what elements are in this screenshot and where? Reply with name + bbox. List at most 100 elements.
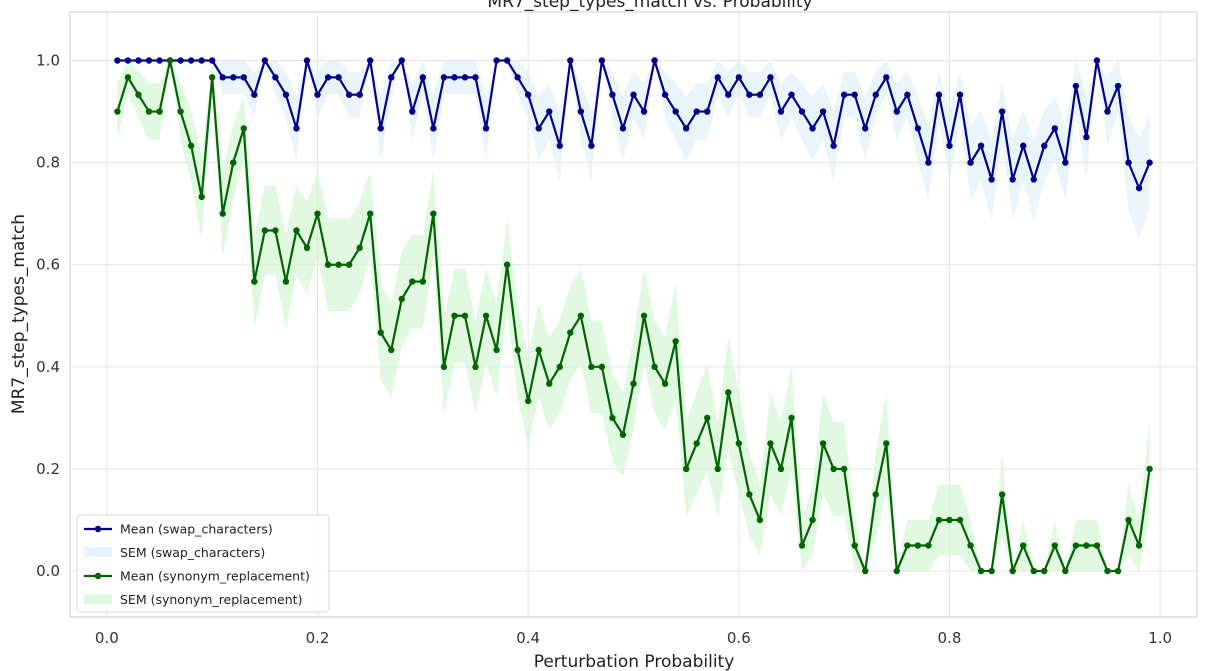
data-point-swap xyxy=(1041,142,1048,149)
data-point-synonym xyxy=(798,542,806,549)
data-point-synonym xyxy=(1062,567,1069,575)
x-axis-label: Perturbation Probability xyxy=(534,652,735,671)
data-point-synonym xyxy=(524,397,532,405)
data-point-swap xyxy=(788,91,795,98)
data-point-swap xyxy=(451,74,458,81)
data-point-swap xyxy=(293,125,300,132)
data-point-swap xyxy=(967,159,974,166)
data-point-synonym xyxy=(166,57,174,64)
data-point-swap xyxy=(883,74,890,81)
data-point-synonym xyxy=(282,278,290,285)
data-point-swap xyxy=(840,91,848,98)
data-point-synonym xyxy=(872,491,879,498)
data-point-swap xyxy=(324,74,332,81)
data-point-synonym xyxy=(1114,567,1122,575)
data-point-synonym xyxy=(661,380,669,387)
data-point-swap xyxy=(893,108,901,115)
data-point-swap xyxy=(388,74,395,81)
data-point-synonym xyxy=(767,440,774,447)
data-point-swap xyxy=(240,74,247,81)
data-point-synonym xyxy=(314,210,321,217)
data-point-synonym xyxy=(577,312,585,319)
data-point-swap xyxy=(1030,176,1037,183)
data-point-swap xyxy=(988,176,995,183)
legend-swap-mean-marker xyxy=(94,525,102,533)
data-point-swap xyxy=(946,142,953,149)
legend-synonym-sem-patch xyxy=(84,594,112,604)
data-point-synonym xyxy=(472,363,479,371)
data-point-synonym xyxy=(1083,542,1090,549)
data-point-synonym xyxy=(1135,542,1143,549)
data-point-swap xyxy=(651,57,658,64)
data-point-swap xyxy=(588,142,595,149)
data-point-swap xyxy=(514,74,521,81)
data-point-swap xyxy=(472,74,479,81)
data-point-synonym xyxy=(904,542,911,549)
data-point-synonym xyxy=(693,440,700,447)
legend-swap-sem-label: SEM (swap_characters) xyxy=(120,545,265,560)
data-point-synonym xyxy=(409,278,416,285)
data-point-swap xyxy=(314,91,321,98)
data-point-swap xyxy=(430,125,437,132)
data-point-swap xyxy=(524,91,532,98)
data-point-synonym xyxy=(482,312,490,319)
markers-synonym xyxy=(114,57,1153,575)
data-point-swap xyxy=(398,57,405,64)
x-tick-label: 0.4 xyxy=(516,629,540,647)
data-point-swap xyxy=(777,108,785,115)
data-point-synonym xyxy=(124,74,132,81)
data-point-synonym xyxy=(977,567,985,575)
data-point-swap xyxy=(925,159,932,166)
data-point-synonym xyxy=(651,363,658,371)
data-point-swap xyxy=(598,57,606,64)
data-point-synonym xyxy=(1125,516,1132,524)
data-point-swap xyxy=(672,108,679,115)
data-point-synonym xyxy=(840,465,848,473)
data-point-synonym xyxy=(1030,567,1037,575)
data-point-synonym xyxy=(430,210,437,217)
data-point-synonym xyxy=(440,363,448,371)
legend-swap-mean-label: Mean (swap_characters) xyxy=(120,522,273,537)
data-point-synonym xyxy=(998,491,1006,498)
data-point-synonym xyxy=(925,542,932,549)
data-point-synonym xyxy=(251,278,258,285)
data-point-swap xyxy=(145,57,153,64)
data-point-synonym xyxy=(714,465,721,473)
data-point-swap xyxy=(619,125,627,132)
y-tick-label: 0.0 xyxy=(36,562,60,580)
data-point-swap xyxy=(503,57,511,64)
data-point-synonym xyxy=(366,210,374,217)
data-point-synonym xyxy=(598,363,606,371)
data-point-swap xyxy=(198,57,205,64)
data-point-swap xyxy=(124,57,132,64)
x-tick-label: 0.2 xyxy=(306,629,330,647)
data-point-swap xyxy=(567,57,574,64)
data-point-synonym xyxy=(272,227,279,234)
data-point-synonym xyxy=(809,516,816,524)
data-point-swap xyxy=(819,108,827,115)
data-point-swap xyxy=(693,108,700,115)
data-point-swap xyxy=(756,91,764,98)
data-point-synonym xyxy=(883,440,890,447)
data-point-synonym xyxy=(388,346,395,354)
data-point-synonym xyxy=(451,312,458,319)
data-point-swap xyxy=(904,91,911,98)
data-point-synonym xyxy=(303,244,311,252)
data-point-swap xyxy=(1062,159,1069,166)
data-point-swap xyxy=(609,91,616,98)
data-point-swap xyxy=(714,74,721,81)
y-tick-label: 0.8 xyxy=(36,154,60,172)
data-point-swap xyxy=(1125,159,1132,166)
data-point-synonym xyxy=(935,516,943,524)
data-point-swap xyxy=(219,74,226,81)
y-tick-label: 0.6 xyxy=(36,256,60,274)
data-point-swap xyxy=(1072,82,1080,90)
data-point-synonym xyxy=(682,465,690,473)
legend-synonym-sem-label: SEM (synonym_replacement) xyxy=(120,592,302,607)
data-point-swap xyxy=(156,57,163,64)
data-point-synonym xyxy=(746,491,753,498)
data-point-synonym xyxy=(640,312,648,319)
data-point-synonym xyxy=(1020,542,1027,549)
data-point-synonym xyxy=(630,380,637,387)
data-point-synonym xyxy=(704,414,711,422)
